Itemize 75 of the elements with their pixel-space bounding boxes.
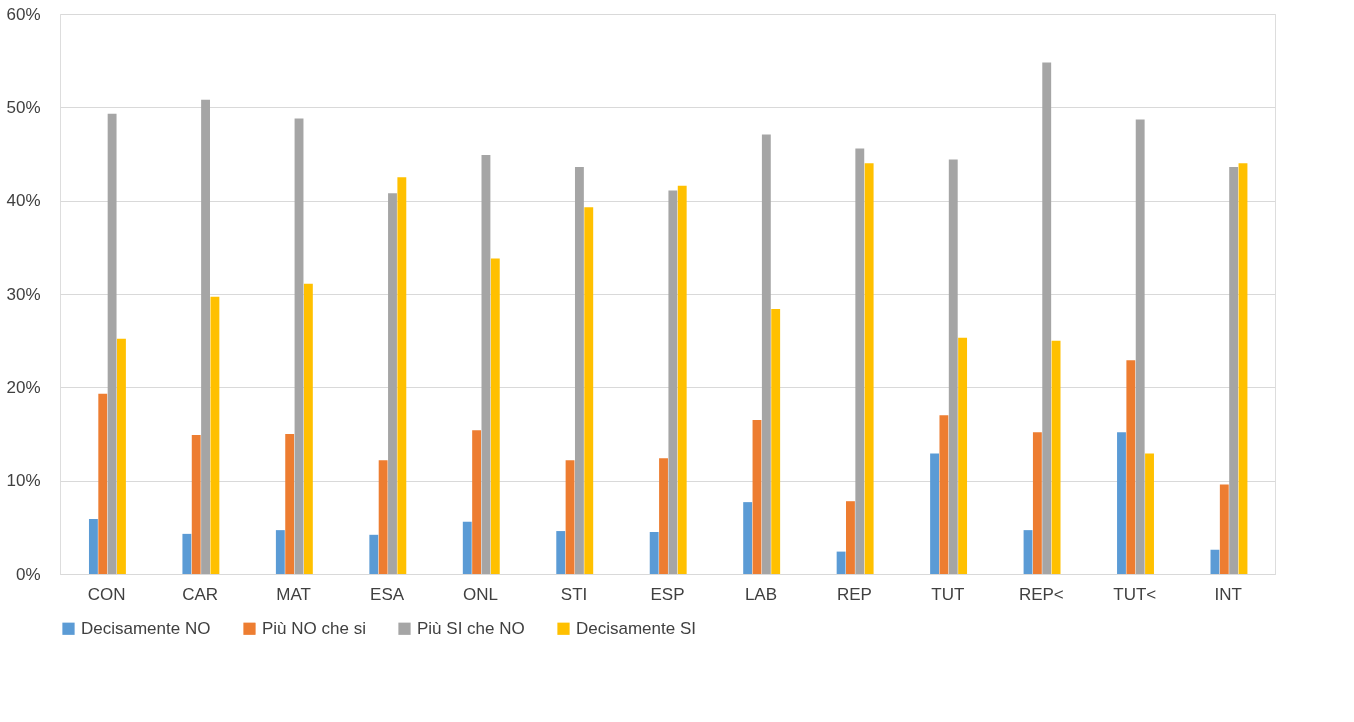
bar: [107, 113, 117, 574]
bar: [98, 393, 108, 574]
bar: [958, 337, 968, 574]
bar: [388, 193, 397, 574]
y-tick-label: 0%: [15, 564, 41, 584]
bar: [584, 207, 594, 574]
legend-label: Più SI che NO: [417, 618, 525, 638]
x-tick-label: CON: [87, 584, 126, 604]
bar: [761, 134, 771, 574]
x-tick-label: LAB: [744, 584, 778, 604]
bar: [864, 163, 874, 574]
x-tick-label: STI: [560, 584, 588, 604]
x-tick-label: ESA: [370, 584, 405, 604]
bar: [201, 99, 211, 574]
y-tick-label: 10%: [6, 471, 41, 491]
bar: [743, 502, 753, 574]
bar: [659, 458, 668, 574]
bar: [1051, 340, 1061, 574]
y-tick-label: 40%: [6, 191, 41, 211]
bar: [462, 521, 472, 574]
y-tick-label: 20%: [6, 377, 41, 397]
y-tick-label: 50%: [6, 97, 41, 117]
bar: [191, 434, 201, 574]
bar: [1032, 432, 1042, 574]
x-tick-label: CAR: [182, 584, 219, 604]
legend-label: Più NO che si: [262, 618, 366, 638]
bar: [752, 420, 762, 574]
bar: [369, 534, 379, 574]
bar: [275, 530, 285, 574]
bar: [481, 154, 491, 574]
x-tick-label: MAT: [276, 584, 311, 604]
bar: [1042, 62, 1052, 574]
bar: [490, 258, 500, 574]
legend-label: Decisamente SI: [576, 618, 696, 638]
bar: [88, 518, 98, 574]
bar: [649, 532, 659, 574]
bar: [677, 185, 687, 574]
x-tick-label: ESP: [650, 584, 685, 604]
x-tick-label: REP<: [1018, 584, 1064, 604]
bar: [1145, 453, 1154, 574]
bar: [930, 453, 940, 574]
bar: [771, 308, 781, 574]
x-tick-label: REP: [836, 584, 872, 604]
bar: [1219, 484, 1229, 574]
bar: [836, 551, 846, 574]
bar: [948, 159, 958, 574]
bar: [378, 460, 388, 574]
bar: [303, 283, 313, 574]
x-tick-label: TUT: [931, 584, 965, 604]
bar: [117, 338, 126, 574]
bar: [472, 430, 482, 574]
bar: [556, 531, 566, 574]
bar: [668, 190, 678, 574]
bar: [182, 533, 192, 574]
bar: [855, 148, 865, 574]
bar: [210, 296, 220, 574]
bar: [285, 434, 295, 574]
bar: [1135, 119, 1145, 574]
x-tick-label: TUT<: [1113, 584, 1157, 604]
bar: [939, 415, 949, 574]
y-tick-label: 30%: [6, 284, 41, 304]
bar: [1023, 530, 1033, 574]
legend-label: Decisamente NO: [81, 618, 211, 638]
x-tick-label: INT: [1214, 584, 1242, 604]
y-tick-label: 60%: [6, 4, 41, 24]
bar: [565, 460, 575, 574]
x-tick-label: ONL: [463, 584, 499, 604]
bar: [1126, 360, 1136, 574]
bar: [1229, 167, 1239, 574]
bar: [397, 177, 407, 574]
bar: [574, 167, 584, 574]
bar: [846, 501, 855, 574]
bar: [1238, 163, 1248, 574]
bar: [1117, 432, 1126, 574]
bar: [294, 118, 304, 574]
